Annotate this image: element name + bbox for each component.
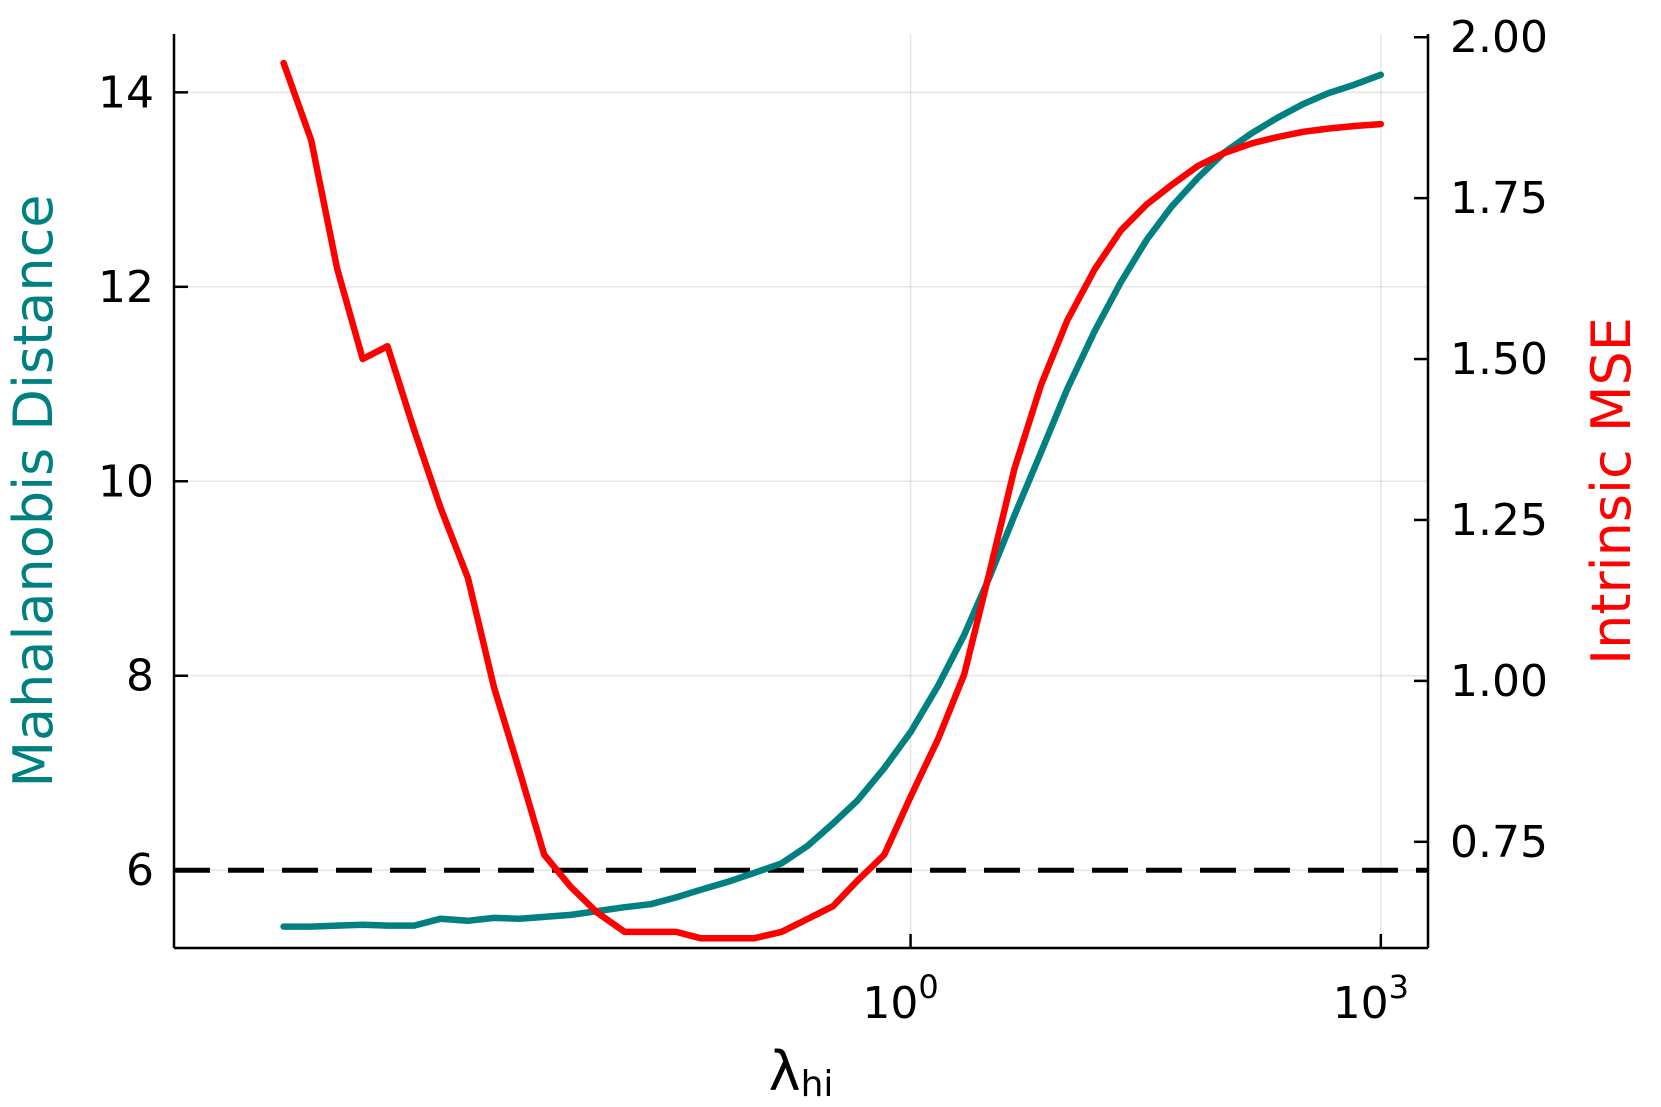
left-y-axis-label: Mahalanobis Distance — [2, 194, 65, 787]
left-y-tick-label-3: 12 — [98, 262, 154, 313]
right-y-tick-label-4: 1.75 — [1450, 173, 1548, 224]
right-y-tick-label-3: 1.50 — [1450, 334, 1548, 385]
right-y-axis-label: Intrinsic MSE — [1580, 317, 1643, 665]
intrinsic-mse-line — [280, 59, 1385, 942]
x-axis-label-subscript: hi — [801, 1064, 834, 1105]
left-y-tick-label-1: 8 — [126, 651, 154, 702]
tick-labels: 100 103 6 8 10 12 14 0.75 1.00 1.25 1.50 1.75 2.00 — [98, 12, 1548, 1029]
x-tick-label-0: 100 — [862, 968, 938, 1029]
mahalanobis-distance-line — [280, 71, 1385, 930]
right-y-tick-label-1: 1.00 — [1450, 656, 1548, 707]
series-lines — [280, 59, 1385, 942]
right-y-tick-label-2: 1.25 — [1450, 495, 1548, 546]
right-y-tick-label-0: 0.75 — [1450, 817, 1548, 868]
left-y-tick-label-2: 10 — [98, 456, 154, 507]
right-y-tick-label-5: 2.00 — [1450, 12, 1548, 63]
axes — [172, 34, 1430, 950]
x-tick-label-1: 103 — [1333, 968, 1409, 1029]
x-axis-label-symbol: λ — [769, 1040, 801, 1103]
x-axis-label: λhi — [769, 1040, 834, 1105]
left-y-tick-label-4: 14 — [98, 67, 154, 118]
gridlines — [174, 34, 1428, 948]
left-y-tick-label-0: 6 — [126, 845, 154, 896]
